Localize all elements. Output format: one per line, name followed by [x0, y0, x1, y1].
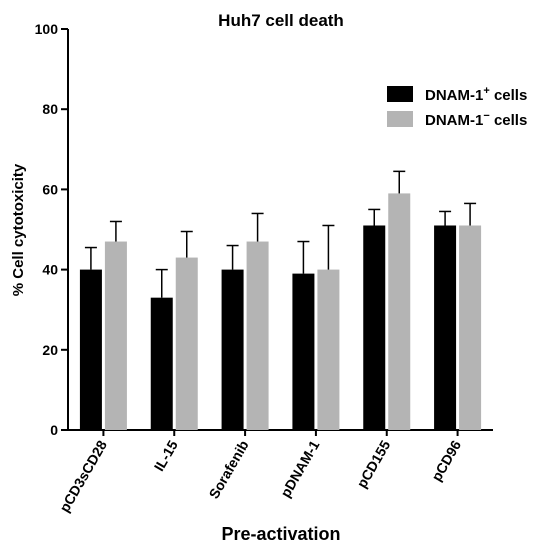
y-tick-label: 100	[35, 21, 59, 37]
y-tick-label: 80	[42, 101, 58, 117]
bar	[388, 193, 411, 430]
y-tick-label: 40	[42, 262, 58, 278]
bar	[221, 269, 244, 430]
bar	[459, 225, 482, 430]
x-axis-ticks: pCD3sCD28 IL-15 Sorafenib pDNAM-1 pCD155 pCD9…	[56, 430, 464, 515]
x-tick-label: Sorafenib	[206, 438, 252, 502]
y-tick-label: 0	[50, 422, 58, 438]
y-tick-label: 20	[42, 342, 58, 358]
chart-title: Huh7 cell death	[218, 11, 344, 30]
x-axis-label: Pre-activation	[221, 524, 340, 544]
bar	[292, 273, 315, 430]
legend-swatch	[387, 111, 413, 127]
x-tick-label: pCD3sCD28	[56, 437, 110, 515]
x-tick-label: pDNAM-1	[277, 437, 322, 500]
y-axis-label: % Cell cytotoxicity	[10, 163, 27, 296]
bar	[150, 297, 173, 430]
bar	[317, 269, 340, 430]
y-axis-ticks: 0 20 40 60 80 100	[35, 21, 68, 438]
x-tick-label: IL-15	[151, 437, 181, 473]
x-tick-label: pCD96	[428, 437, 464, 484]
bar	[246, 241, 269, 430]
legend-swatch	[387, 86, 413, 102]
bar	[363, 225, 386, 430]
legend-label: DNAM-1+ cells	[425, 85, 527, 104]
bar	[434, 225, 457, 430]
legend: DNAM-1+ cells DNAM-1− cells	[387, 85, 527, 129]
legend-label: DNAM-1− cells	[425, 110, 527, 129]
bars-group	[79, 170, 482, 430]
bar	[175, 257, 198, 430]
x-tick-label: pCD155	[353, 437, 393, 490]
bar	[104, 241, 127, 430]
y-tick-label: 60	[42, 181, 58, 197]
bar	[79, 269, 102, 430]
